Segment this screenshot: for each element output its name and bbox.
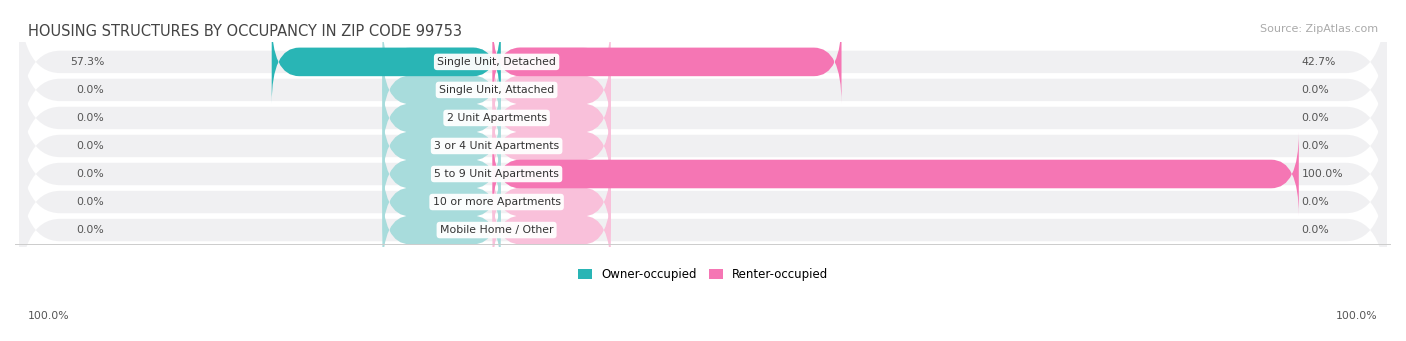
Text: 0.0%: 0.0%	[77, 225, 104, 235]
FancyBboxPatch shape	[382, 104, 501, 188]
Text: Source: ZipAtlas.com: Source: ZipAtlas.com	[1260, 24, 1378, 34]
FancyBboxPatch shape	[382, 20, 501, 104]
FancyBboxPatch shape	[492, 20, 842, 104]
Text: 0.0%: 0.0%	[1302, 85, 1329, 95]
FancyBboxPatch shape	[20, 17, 1386, 163]
FancyBboxPatch shape	[492, 76, 610, 160]
Text: 5 to 9 Unit Apartments: 5 to 9 Unit Apartments	[434, 169, 560, 179]
FancyBboxPatch shape	[492, 48, 610, 132]
FancyBboxPatch shape	[492, 132, 610, 216]
FancyBboxPatch shape	[20, 129, 1386, 275]
Text: Mobile Home / Other: Mobile Home / Other	[440, 225, 554, 235]
FancyBboxPatch shape	[492, 20, 610, 104]
FancyBboxPatch shape	[20, 73, 1386, 219]
Text: 0.0%: 0.0%	[1302, 141, 1329, 151]
Text: 0.0%: 0.0%	[77, 197, 104, 207]
Text: 57.3%: 57.3%	[70, 57, 104, 67]
Text: 0.0%: 0.0%	[1302, 197, 1329, 207]
Text: 0.0%: 0.0%	[1302, 113, 1329, 123]
Text: Single Unit, Attached: Single Unit, Attached	[439, 85, 554, 95]
FancyBboxPatch shape	[492, 132, 1299, 216]
Text: HOUSING STRUCTURES BY OCCUPANCY IN ZIP CODE 99753: HOUSING STRUCTURES BY OCCUPANCY IN ZIP C…	[28, 24, 463, 39]
FancyBboxPatch shape	[382, 48, 501, 132]
Text: 0.0%: 0.0%	[1302, 225, 1329, 235]
Text: 100.0%: 100.0%	[28, 311, 70, 321]
Text: 3 or 4 Unit Apartments: 3 or 4 Unit Apartments	[434, 141, 560, 151]
FancyBboxPatch shape	[492, 160, 610, 244]
Text: 100.0%: 100.0%	[1302, 169, 1343, 179]
Text: 42.7%: 42.7%	[1302, 57, 1336, 67]
FancyBboxPatch shape	[20, 157, 1386, 303]
Legend: Owner-occupied, Renter-occupied: Owner-occupied, Renter-occupied	[572, 264, 834, 286]
Text: 0.0%: 0.0%	[77, 113, 104, 123]
Text: 2 Unit Apartments: 2 Unit Apartments	[447, 113, 547, 123]
Text: 0.0%: 0.0%	[77, 85, 104, 95]
Text: 100.0%: 100.0%	[1336, 311, 1378, 321]
FancyBboxPatch shape	[382, 76, 501, 160]
FancyBboxPatch shape	[382, 188, 501, 272]
FancyBboxPatch shape	[492, 188, 610, 272]
FancyBboxPatch shape	[20, 101, 1386, 247]
Text: 0.0%: 0.0%	[77, 169, 104, 179]
Text: 10 or more Apartments: 10 or more Apartments	[433, 197, 561, 207]
FancyBboxPatch shape	[271, 20, 501, 104]
FancyBboxPatch shape	[20, 0, 1386, 135]
FancyBboxPatch shape	[382, 160, 501, 244]
FancyBboxPatch shape	[492, 104, 610, 188]
FancyBboxPatch shape	[382, 132, 501, 216]
Text: 0.0%: 0.0%	[77, 141, 104, 151]
Text: Single Unit, Detached: Single Unit, Detached	[437, 57, 555, 67]
FancyBboxPatch shape	[20, 45, 1386, 191]
